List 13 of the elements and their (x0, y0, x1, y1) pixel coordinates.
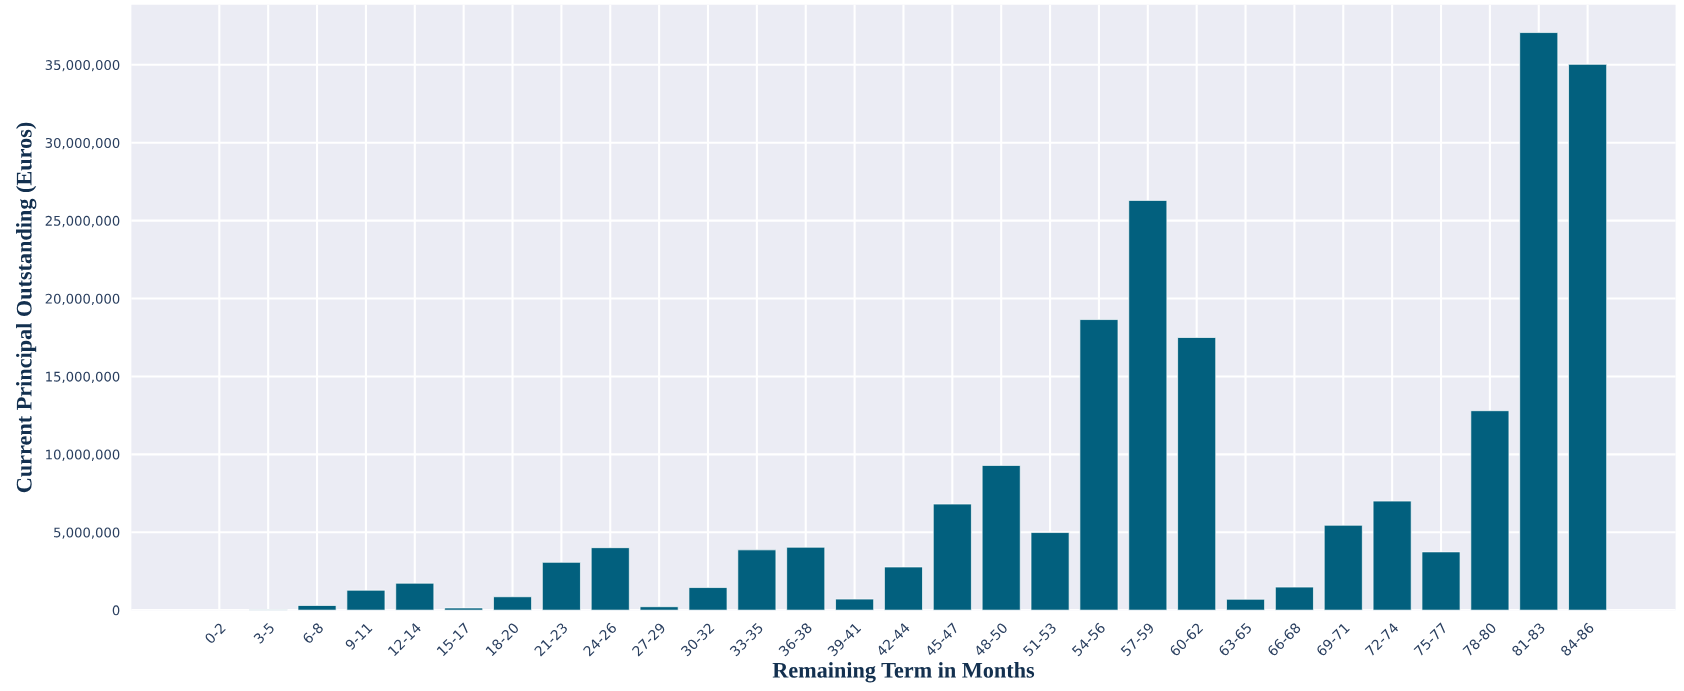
x-tick-label: 6-8 (301, 622, 324, 645)
y-tick-label: 10,000,000 (46, 449, 120, 461)
y-axis-title: Current Principal Outstanding (Euros) (16, 122, 37, 493)
y-tick-label: 0 (112, 605, 120, 616)
y-tick-label: 30,000,000 (45, 137, 120, 150)
x-tick-label: 0-2 (204, 622, 226, 645)
y-tick-label: 35,000,000 (45, 60, 120, 72)
y-tick-label: 5,000,000 (54, 527, 120, 539)
x-tick-label: 3-5 (253, 622, 275, 645)
x-axis-title: Remaining Term in Months (772, 662, 1035, 683)
y-tick-label: 15,000,000 (46, 371, 120, 383)
y-tick-label: 25,000,000 (45, 215, 120, 228)
y-tick-label: 20,000,000 (45, 293, 120, 306)
